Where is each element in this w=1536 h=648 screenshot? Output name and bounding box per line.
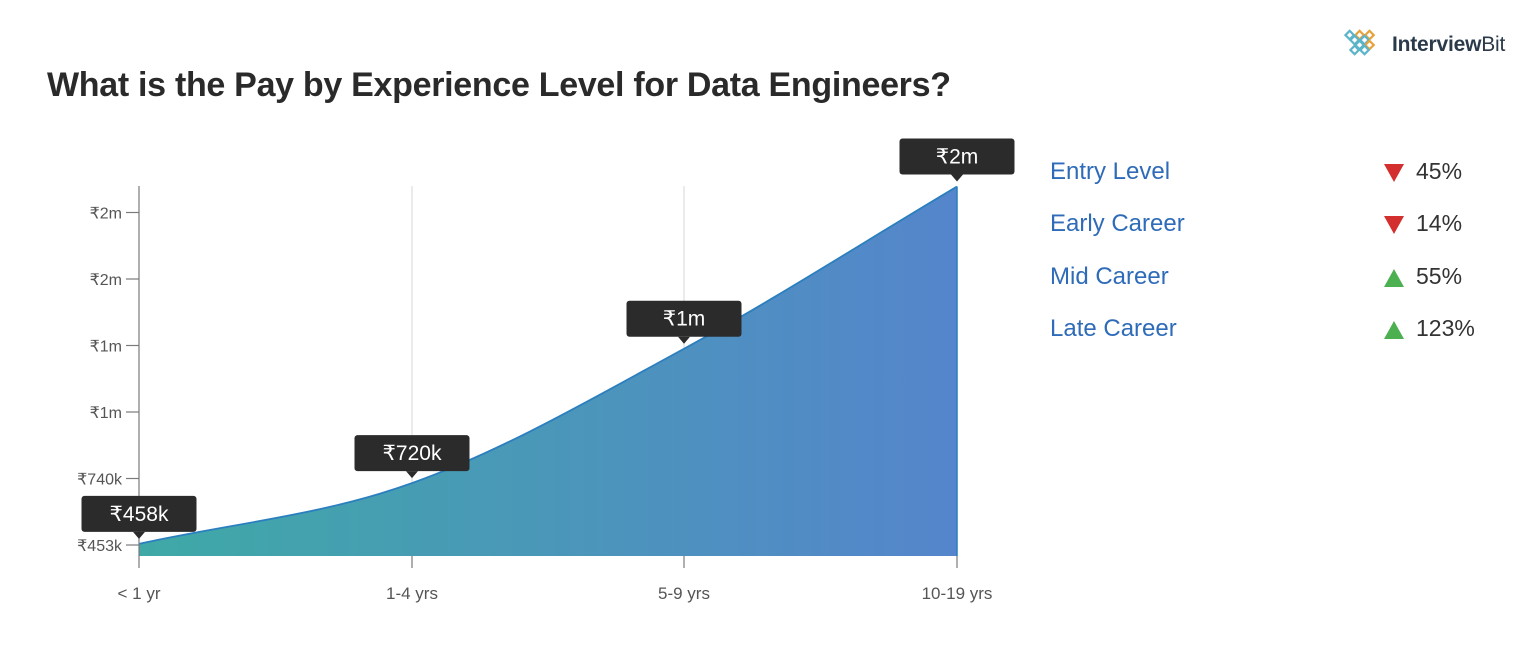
legend-item-late-career: Late Career 123% [1050, 311, 1490, 363]
data-label-text: ₹458k [110, 503, 169, 526]
trend-up-icon [1384, 268, 1404, 287]
legend-label: Early Career [1050, 210, 1185, 238]
legend-item-entry-level: Entry Level 45% [1050, 154, 1490, 206]
y-tick-label: ₹1m [90, 339, 122, 356]
legend: Entry Level 45% Early Career 14% Mid Car… [1050, 154, 1490, 363]
data-label-text: ₹720k [383, 442, 442, 465]
data-label-box [626, 300, 742, 337]
y-tick-label: ₹2m [90, 272, 122, 289]
data-label: ₹2m [899, 138, 1015, 182]
data-label-pointer [133, 531, 145, 539]
x-tick-label: 1-4 yrs [386, 584, 438, 603]
data-label-box [899, 138, 1015, 175]
diamond-grid-logo-icon [1343, 29, 1376, 56]
brand-logo: InterviewBit [1336, 28, 1505, 62]
legend-value: 55% [1416, 262, 1463, 289]
legend-item-early-career: Early Career 14% [1050, 206, 1490, 258]
data-label-box [354, 435, 470, 472]
y-tick-label: ₹740k [77, 472, 123, 489]
series-line [138, 185, 958, 545]
brand-name: InterviewBit [1392, 33, 1506, 56]
trend-down-icon [1384, 164, 1404, 182]
y-tick-label: ₹1m [90, 405, 122, 422]
data-label-pointer [406, 471, 418, 479]
trend-down-icon [1384, 216, 1404, 235]
trend-up-icon [1384, 320, 1404, 339]
legend-label: Late Career [1050, 314, 1177, 342]
area-fill [139, 186, 957, 557]
y-tick-label: ₹2m [90, 206, 122, 223]
x-tick-label: < 1 yr [118, 584, 161, 603]
legend-item-mid-career: Mid Career 55% [1050, 259, 1490, 311]
data-label: ₹458k [81, 495, 197, 539]
x-tick-label: 5-9 yrs [658, 584, 710, 603]
pay-area-chart: ₹453k ₹740k ₹1m ₹1m ₹2m ₹2m < 1 yr 1-4 yrs 5-9 y… [77, 138, 1015, 603]
data-label: ₹1m [626, 300, 742, 344]
data-label-box [81, 495, 197, 532]
data-label: ₹720k [354, 435, 470, 479]
data-label-text: ₹1m [663, 308, 706, 331]
data-label-pointer [951, 174, 963, 182]
data-label-text: ₹2m [936, 146, 979, 169]
legend-label: Entry Level [1050, 158, 1171, 185]
legend-value: 123% [1416, 314, 1475, 341]
y-tick-label: ₹453k [77, 538, 123, 555]
legend-value: 45% [1416, 158, 1463, 184]
legend-value: 14% [1416, 210, 1463, 237]
legend-label: Mid Career [1050, 262, 1169, 290]
x-tick-label: 10-19 yrs [922, 584, 993, 603]
data-label-pointer [678, 336, 690, 344]
page-title: What is the Pay by Experience Level for … [47, 66, 951, 104]
